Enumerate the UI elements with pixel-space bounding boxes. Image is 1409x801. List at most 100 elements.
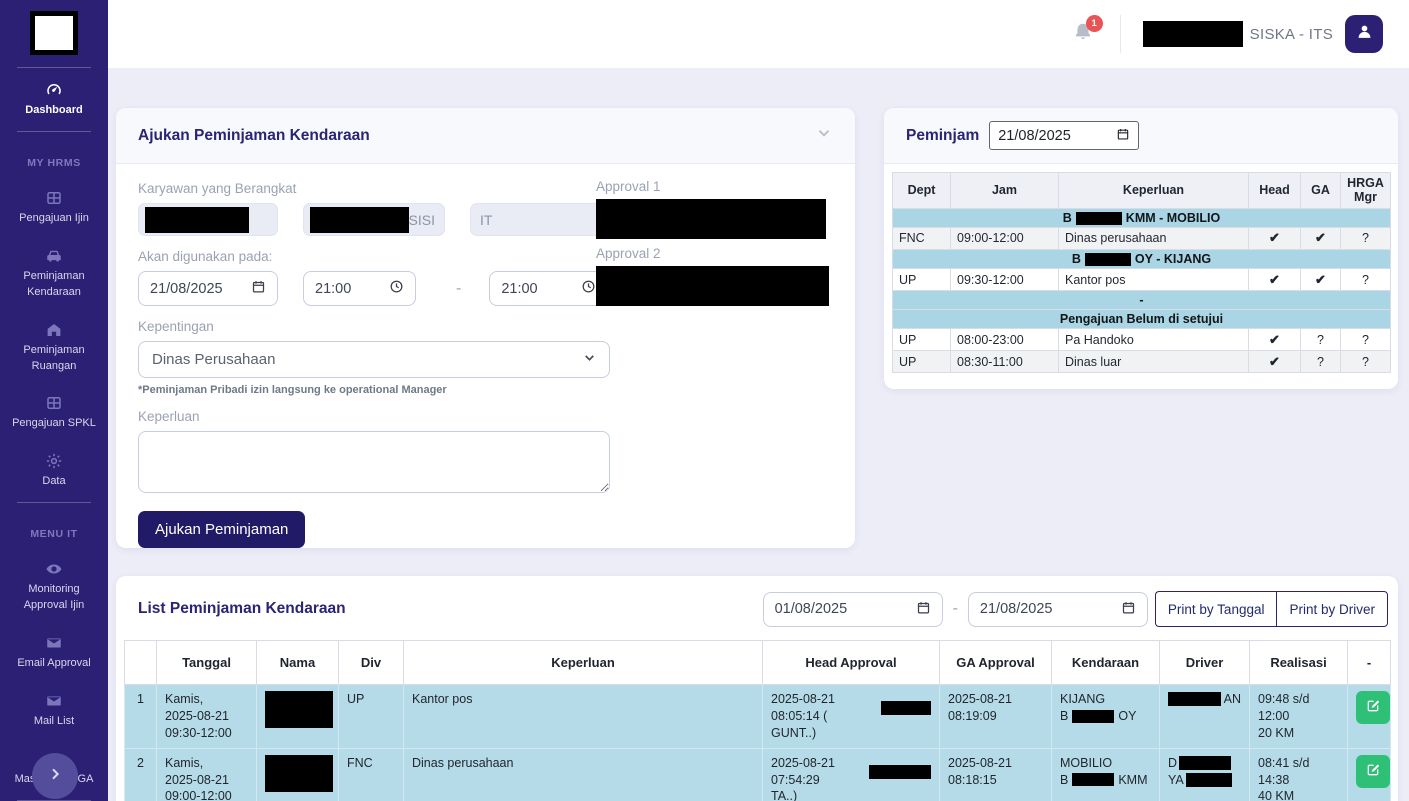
vehicle-plate: KMM <box>1118 772 1148 787</box>
approval2-label: Approval 2 <box>596 246 661 261</box>
redacted-plate <box>1072 709 1115 723</box>
driver-name: AN <box>1223 692 1241 706</box>
sidebar-item-label: Dashboard <box>25 103 83 116</box>
cell-ga-approval: 2025-08-21 08:19:09 <box>939 684 1052 749</box>
print-by-tanggal-button[interactable]: Print by Tanggal <box>1154 591 1277 627</box>
cell-jam: 08:30-11:00 <box>950 350 1059 374</box>
mail-icon <box>45 692 63 710</box>
redacted-approval2-value <box>596 266 829 306</box>
sidebar-item-monitoring-approval-ijin[interactable]: Monitoring Approval Ijin <box>6 560 102 614</box>
calendar-icon[interactable] <box>916 600 931 619</box>
notifications-button[interactable]: 1 <box>1072 14 1103 48</box>
calendar-icon[interactable] <box>251 279 266 298</box>
edit-button[interactable] <box>1356 691 1390 724</box>
redacted-approval1-value <box>596 199 826 239</box>
table-row: 2 Kamis, 2025-08-21 09:00-12:00 FNC Dina… <box>124 747 1391 801</box>
notification-badge: 1 <box>1085 14 1103 32</box>
pencil-square-icon <box>1365 762 1381 781</box>
sidebar-item-pengajuan-spkl[interactable]: Pengajuan SPKL <box>6 394 102 432</box>
sidebar-item-peminjaman-kendaraan[interactable]: Peminjaman Kendaraan <box>6 247 102 301</box>
topbar-divider <box>1119 15 1121 53</box>
vehicle-model: KIJANG <box>1060 692 1106 706</box>
table-row: UP 08:30-11:00 Dinas luar ✔ ? ? <box>892 350 1391 374</box>
karyawan-field-2[interactable]: SISI <box>303 203 445 236</box>
time-start-input[interactable]: 21:00 <box>303 271 416 306</box>
date-from-input[interactable]: 01/08/2025 <box>762 591 943 627</box>
cell-head-status: ✔ <box>1248 350 1301 374</box>
print-by-driver-button[interactable]: Print by Driver <box>1276 591 1388 627</box>
grid-icon <box>45 394 63 412</box>
mail-icon <box>45 634 63 652</box>
calendar-icon[interactable] <box>1116 127 1130 145</box>
redacted-employee-name <box>265 754 333 792</box>
eye-icon <box>45 560 63 578</box>
vehicle-request-form: Karyawan yang Berangkat SISI IT Akan dig… <box>116 164 855 565</box>
sidebar-item-dashboard[interactable]: Dashboard <box>25 81 83 119</box>
keperluan-textarea[interactable] <box>138 431 610 493</box>
speedometer-icon <box>45 81 63 99</box>
profile-button[interactable] <box>1345 15 1383 53</box>
loan-list-card: List Peminjaman Kendaraan 01/08/2025 - 2… <box>116 576 1398 801</box>
sidebar-item-label: Pengajuan SPKL <box>12 417 96 430</box>
col-head: Head <box>1248 172 1301 209</box>
redacted-plate <box>1072 773 1115 787</box>
redacted-driver-name <box>1084 253 1131 267</box>
sidebar-item-email-approval[interactable]: Email Approval <box>6 634 102 672</box>
redacted-user-name <box>1142 21 1243 47</box>
borrower-date-input[interactable]: 21/08/2025 <box>989 121 1140 150</box>
time-end-input[interactable]: 21:00 <box>489 271 609 306</box>
borrower-schedule-card: Peminjam 21/08/2025 Dept Jam Keperluan H… <box>884 108 1398 389</box>
group-label-pre: B <box>1062 210 1072 225</box>
col-realisasi: Realisasi <box>1249 640 1348 685</box>
cell-ga-status: ✔ <box>1300 268 1341 292</box>
chevron-down-icon[interactable] <box>815 124 833 147</box>
sidebar-item-mail-list[interactable]: Mail List <box>6 692 102 730</box>
sidebar-section-my-hrms: MY HRMS <box>27 156 81 169</box>
sidebar-section-menu-it: MENU IT <box>30 528 78 541</box>
cell-keperluan: Kantor pos <box>1058 268 1249 292</box>
edit-button[interactable] <box>1356 754 1390 788</box>
cell-tanggal: Kamis, 2025-08-21 09:00-12:00 <box>156 747 257 801</box>
sidebar-item-data[interactable]: Data <box>6 452 102 490</box>
col-keperluan: Keperluan <box>403 640 763 685</box>
cell-ga-status: ✔ <box>1300 226 1341 250</box>
sidebar-item-label: Peminjaman Kendaraan <box>23 269 85 298</box>
col-head-approval: Head Approval <box>762 640 940 685</box>
kepentingan-select[interactable]: Dinas Perusahaan <box>138 341 610 378</box>
sidebar-collapse-button[interactable] <box>32 753 78 799</box>
col-nama: Nama <box>256 640 339 685</box>
redacted-approver-name <box>881 700 931 715</box>
sidebar-item-peminjaman-ruangan[interactable]: Peminjaman Ruangan <box>6 321 102 375</box>
cell-kendaraan: KIJANG B OY <box>1051 684 1160 749</box>
date-to-input[interactable]: 21/08/2025 <box>967 591 1148 627</box>
date-input[interactable]: 21/08/2025 <box>138 271 278 306</box>
sidebar-item-pengajuan-ijin[interactable]: Pengajuan Ijin <box>6 189 102 227</box>
date-to-value: 21/08/2025 <box>979 601 1053 617</box>
table-row: FNC 09:00-12:00 Dinas perusahaan ✔ ✔ ? <box>892 226 1391 250</box>
borrower-card-header: Peminjam 21/08/2025 <box>884 108 1398 164</box>
redacted-approver-name <box>868 764 931 779</box>
borrower-title: Peminjam <box>906 126 980 144</box>
cell-actions <box>1347 684 1391 749</box>
sidebar-item-label: Data <box>42 475 66 488</box>
sidebar-item-label: Pengajuan Ijin <box>19 211 89 224</box>
cell-head-status: ✔ <box>1248 328 1301 352</box>
chevron-right-icon <box>47 766 63 787</box>
private-loan-note: *Peminjaman Pribadi izin langsung ke ope… <box>138 384 447 396</box>
calendar-icon[interactable] <box>1121 600 1136 619</box>
redacted-employee-name <box>265 691 333 728</box>
group-label-pre: B <box>1071 251 1081 266</box>
keperluan-label: Keperluan <box>138 409 200 424</box>
cell-hrga-status: ? <box>1340 268 1391 292</box>
clock-icon[interactable] <box>389 279 404 298</box>
col-driver: Driver <box>1159 640 1250 685</box>
clock-icon[interactable] <box>581 279 596 298</box>
karyawan-field-3[interactable]: IT <box>470 203 610 236</box>
karyawan-field-1[interactable] <box>138 203 278 236</box>
group-label-post: OY - KIJANG <box>1134 251 1212 266</box>
cell-number: 2 <box>124 747 157 801</box>
head-approval-text: GUNT..) <box>771 725 817 740</box>
submit-request-button[interactable]: Ajukan Peminjaman <box>138 511 306 548</box>
vehicle-request-card-header[interactable]: Ajukan Peminjaman Kendaraan <box>116 108 855 164</box>
date-range-separator: - <box>952 600 958 617</box>
